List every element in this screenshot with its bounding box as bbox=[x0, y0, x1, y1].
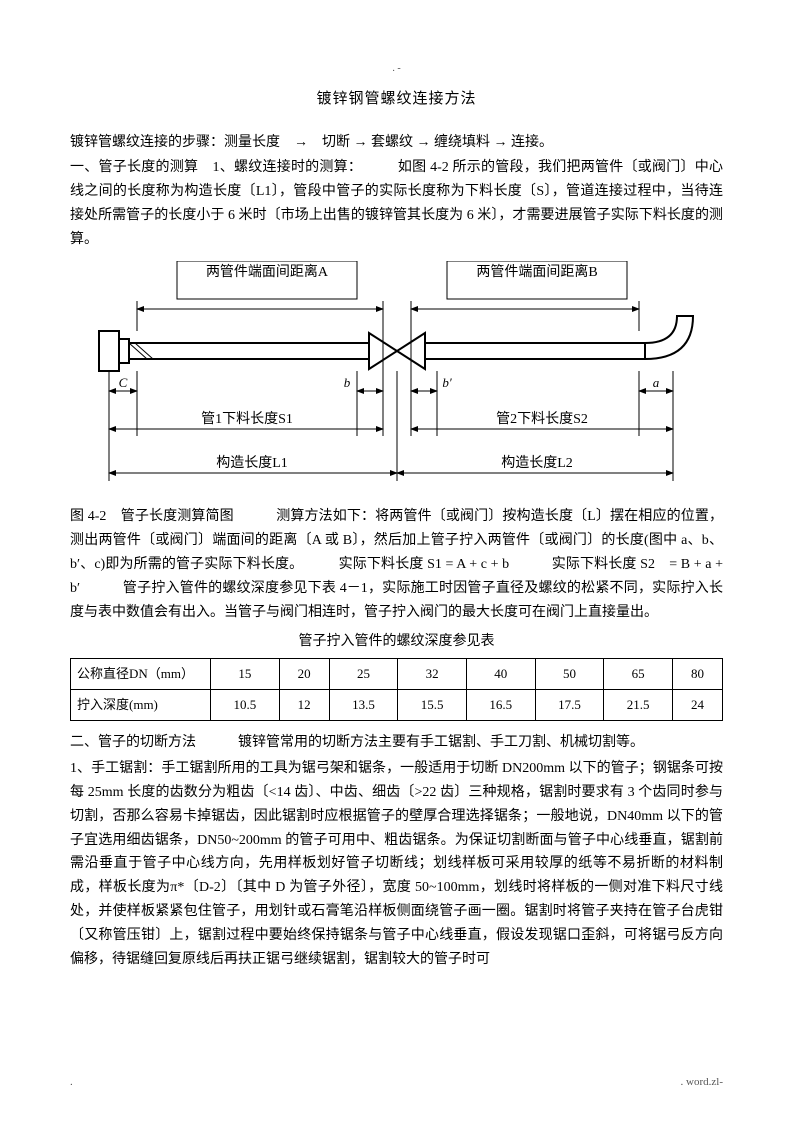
section1-paragraph: 一、管子长度的测算 1、螺纹连接时的测算： 如图 4-2 所示的管段，我们把两管… bbox=[70, 156, 723, 251]
dim-b: b bbox=[343, 375, 350, 390]
table-cell: 10.5 bbox=[211, 690, 280, 721]
footer-left: . bbox=[70, 1073, 73, 1092]
dim-l1: 构造长度L1 bbox=[216, 455, 288, 471]
dim-l2: 构造长度L2 bbox=[501, 455, 573, 471]
table-cell: 32 bbox=[398, 659, 467, 690]
table-cell: 40 bbox=[466, 659, 535, 690]
table-cell: 15 bbox=[211, 659, 280, 690]
dim-a: a bbox=[652, 375, 659, 390]
row-label: 拧入深度(mm) bbox=[71, 690, 211, 721]
dim-s2: 管2下料长度S2 bbox=[496, 411, 588, 427]
footer-right: . word.zl- bbox=[681, 1073, 723, 1092]
table-cell: 20 bbox=[279, 659, 329, 690]
page-title: 镀锌钢管螺纹连接方法 bbox=[70, 87, 723, 113]
intro-paragraph: 镀锌管螺纹连接的步骤：测量长度 → 切断 → 套螺纹 → 缠绕填料 → 连接。 bbox=[70, 131, 723, 155]
table-cell: 25 bbox=[329, 659, 398, 690]
section2a-paragraph: 二、管子的切断方法 镀锌管常用的切断方法主要有手工锯割、手工刀割、机械切割等。 bbox=[70, 731, 723, 755]
col-label: 公称直径DN（mm） bbox=[71, 659, 211, 690]
table-cell: 16.5 bbox=[466, 690, 535, 721]
section2b-paragraph: 1、手工锯割：手工锯割所用的工具为锯弓架和锯条，一般适用于切断 DN200mm … bbox=[70, 757, 723, 971]
table-cell: 65 bbox=[604, 659, 673, 690]
diagram-svg: 两管件端面间距离A 两管件端面间距离B C b b′ a 管1下料长度S1 管2… bbox=[87, 261, 707, 491]
table-title: 管子拧入管件的螺纹深度参见表 bbox=[70, 630, 723, 654]
table-row: 拧入深度(mm) 10.5 12 13.5 15.5 16.5 17.5 21.… bbox=[71, 690, 723, 721]
dist-b-label: 两管件端面间距离B bbox=[476, 263, 597, 280]
dim-s1: 管1下料长度S1 bbox=[201, 411, 293, 427]
depth-table: 公称直径DN（mm） 15 20 25 32 40 50 65 80 拧入深度(… bbox=[70, 658, 723, 721]
table-cell: 15.5 bbox=[398, 690, 467, 721]
dim-c: C bbox=[118, 375, 127, 390]
caption-paragraph: 图 4-2 管子长度测算简图 测算方法如下：将两管件〔或阀门〕按构造长度〔L〕摆… bbox=[70, 505, 723, 624]
page-header-mark: . - bbox=[70, 60, 723, 77]
table-cell: 24 bbox=[672, 690, 722, 721]
table-cell: 12 bbox=[279, 690, 329, 721]
table-cell: 17.5 bbox=[535, 690, 604, 721]
dist-a-label: 两管件端面间距离A bbox=[205, 263, 328, 280]
table-cell: 80 bbox=[672, 659, 722, 690]
table-cell: 21.5 bbox=[604, 690, 673, 721]
dim-bp: b′ bbox=[442, 375, 452, 390]
table-cell: 50 bbox=[535, 659, 604, 690]
table-row: 公称直径DN（mm） 15 20 25 32 40 50 65 80 bbox=[71, 659, 723, 690]
table-cell: 13.5 bbox=[329, 690, 398, 721]
pipe-length-diagram: 两管件端面间距离A 两管件端面间距离B C b b′ a 管1下料长度S1 管2… bbox=[70, 261, 723, 491]
page-footer: . . word.zl- bbox=[70, 1073, 723, 1092]
